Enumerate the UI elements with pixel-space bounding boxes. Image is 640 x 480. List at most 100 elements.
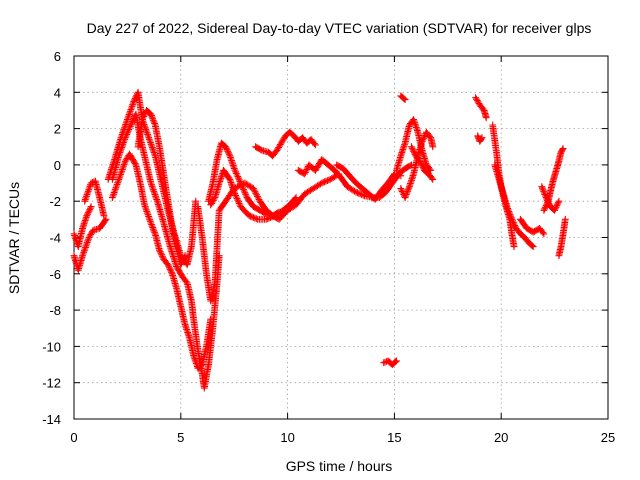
data-point <box>214 196 216 199</box>
data-point <box>167 263 169 266</box>
data-point <box>478 140 481 143</box>
data-point <box>295 196 297 199</box>
data-point <box>135 113 137 115</box>
y-tick-label: -2 <box>49 194 61 209</box>
data-point <box>169 245 172 248</box>
series-arc-15 <box>397 92 409 103</box>
data-point <box>560 151 562 154</box>
data-point <box>399 154 402 157</box>
data-point <box>211 182 214 184</box>
data-point <box>314 144 317 146</box>
series-arc-25 <box>540 145 567 214</box>
data-point <box>175 245 178 248</box>
data-point <box>493 164 496 166</box>
series-arc-9 <box>207 166 300 223</box>
data-point <box>162 258 165 261</box>
data-point <box>141 118 144 121</box>
data-point <box>414 154 417 157</box>
data-point <box>412 118 415 121</box>
data-point <box>528 242 530 244</box>
data-point <box>333 169 336 172</box>
data-point <box>150 113 152 115</box>
data-point <box>218 209 221 212</box>
data-point <box>519 233 522 235</box>
data-point <box>267 151 270 154</box>
data-point <box>543 209 545 212</box>
series-arc-11 <box>252 128 319 160</box>
y-tick-label: -14 <box>42 412 61 427</box>
data-point <box>132 100 135 103</box>
data-point <box>145 109 148 112</box>
data-point <box>525 227 528 230</box>
data-point <box>271 154 274 157</box>
data-point <box>265 213 268 215</box>
data-point <box>98 196 101 199</box>
data-point <box>297 140 300 143</box>
data-point <box>423 169 426 172</box>
x-tick-label: 15 <box>387 430 401 445</box>
data-point <box>538 227 541 230</box>
data-point <box>224 200 227 203</box>
data-point <box>511 233 513 235</box>
data-point <box>301 136 304 139</box>
data-point <box>284 135 287 137</box>
data-point <box>327 164 330 166</box>
y-axis-label: SDTVAR / TECUs <box>6 182 22 294</box>
data-point <box>90 182 92 184</box>
data-point <box>560 245 562 248</box>
data-point <box>558 160 560 163</box>
data-point <box>483 109 485 112</box>
data-point <box>258 200 261 203</box>
series-arc-23 <box>517 215 548 238</box>
data-point <box>276 149 278 152</box>
data-point <box>130 122 133 125</box>
data-point <box>188 336 191 339</box>
data-point <box>412 173 415 175</box>
data-point <box>201 236 204 239</box>
data-point <box>399 187 402 190</box>
data-point <box>197 349 199 351</box>
data-point <box>404 196 406 199</box>
data-point <box>209 318 212 321</box>
data-point <box>92 229 95 232</box>
data-point <box>143 203 146 206</box>
data-point <box>399 95 402 97</box>
data-point <box>216 158 219 161</box>
data-point <box>209 203 212 206</box>
data-point <box>239 205 242 208</box>
data-point <box>205 272 208 275</box>
data-point <box>233 167 236 170</box>
data-point <box>209 300 212 302</box>
data-point <box>154 124 157 126</box>
chart-title: Day 227 of 2022, Sidereal Day-to-day VTE… <box>87 20 592 36</box>
y-tick-label: 0 <box>54 158 61 173</box>
series-arc-20 <box>474 132 486 145</box>
data-point <box>404 98 406 101</box>
data-point <box>258 209 261 212</box>
data-point <box>342 167 344 170</box>
data-point <box>511 218 513 221</box>
series-arc-18 <box>408 143 437 183</box>
data-point <box>94 180 97 183</box>
data-point <box>485 116 488 119</box>
data-point <box>77 269 80 272</box>
data-point <box>515 227 518 230</box>
data-point <box>391 182 394 184</box>
data-point <box>395 360 398 362</box>
series-arc-5 <box>109 110 223 392</box>
data-point <box>278 211 280 214</box>
data-point <box>154 233 157 235</box>
series-arc-14 <box>380 357 400 368</box>
data-point <box>150 222 152 224</box>
data-point <box>186 282 189 284</box>
data-point <box>190 245 193 248</box>
data-point <box>361 187 364 190</box>
data-point <box>551 182 554 184</box>
data-point <box>431 178 434 181</box>
series-arc-10 <box>205 139 283 220</box>
data-point <box>83 200 86 203</box>
data-point <box>491 124 494 126</box>
x-tick-label: 5 <box>177 430 184 445</box>
data-point <box>216 245 219 248</box>
